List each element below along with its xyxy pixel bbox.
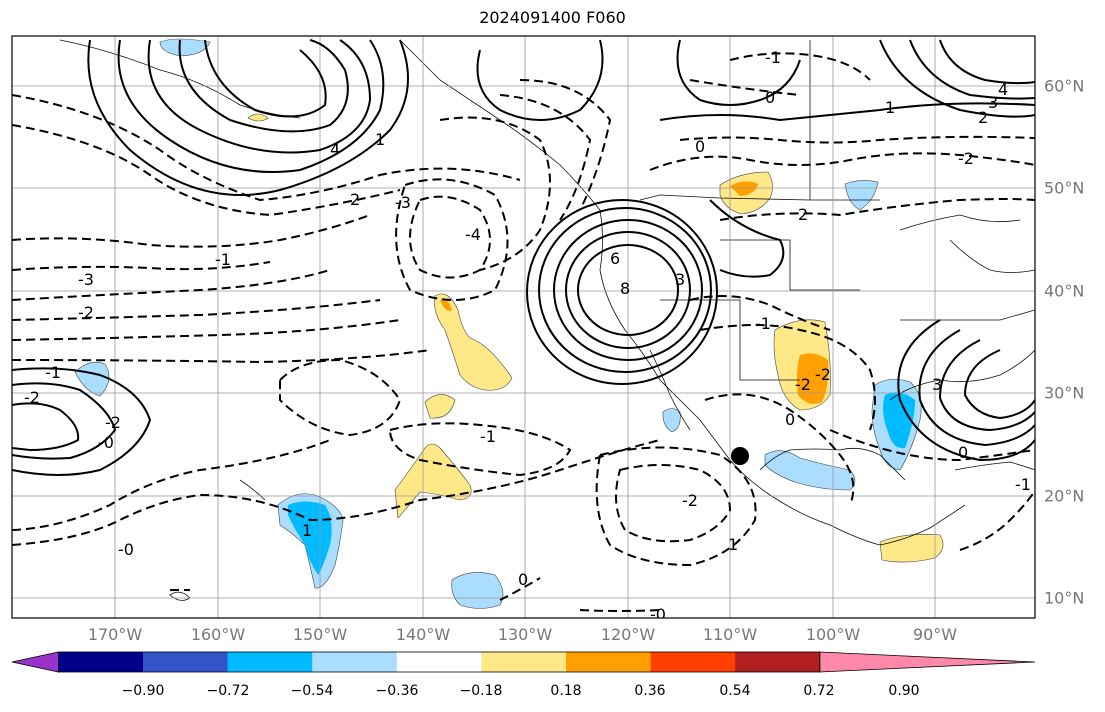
colorbar-tick-label: −0.54: [290, 683, 334, 699]
contour-label: 0: [958, 443, 968, 462]
contour-label: -0: [98, 433, 114, 452]
plot-background: [12, 36, 1035, 618]
lat-label: 50°N: [1044, 178, 1085, 198]
plot-frame: [11, 35, 1036, 619]
colorbar-tick-label: −0.36: [375, 683, 419, 699]
colorbar-tick-label: 0.36: [634, 683, 666, 699]
colorbar-tick-label: 0.90: [888, 683, 920, 699]
contour-label: -2: [682, 491, 698, 510]
contour-label: 2: [350, 190, 360, 209]
contour-label: -1: [45, 363, 61, 382]
contour-label: 1: [375, 130, 385, 149]
lat-label: 10°N: [1044, 588, 1085, 608]
contour-label: 3: [675, 270, 685, 289]
colorbar-tick-label: −0.72: [206, 683, 250, 699]
contour-label: 4: [330, 140, 340, 159]
colorbar-tick-label: −0.18: [459, 683, 503, 699]
contour-label: 0: [765, 88, 775, 107]
map-title: 2024091400 F060: [479, 8, 626, 27]
lon-label: 100°W: [805, 625, 861, 644]
contour-label: 8: [620, 279, 630, 298]
lon-label: 130°W: [497, 625, 553, 644]
lon-label: 110°W: [702, 625, 758, 644]
lon-label: 160°W: [190, 625, 246, 644]
contour-label: 1: [885, 98, 895, 117]
contour-label: -1: [215, 250, 231, 269]
contour-label: -1: [480, 427, 496, 446]
lon-label: 120°W: [600, 625, 656, 644]
contour-label: 2: [798, 205, 808, 224]
lat-label: 30°N: [1044, 383, 1085, 403]
contour-label: 0: [518, 570, 528, 589]
lon-label: 170°W: [87, 625, 143, 644]
contour-label: 0: [695, 137, 705, 156]
contour-label: -2: [815, 365, 831, 384]
shaded-regions: [74, 38, 944, 609]
contour-label: -1: [765, 48, 781, 67]
contour-label: -2: [105, 413, 121, 432]
lon-label: 140°W: [395, 625, 451, 644]
contour-label: -2: [24, 388, 40, 407]
contour-label: -3: [395, 193, 411, 212]
contour-label: -0: [650, 605, 666, 624]
solid-contours: [12, 39, 1035, 476]
contour-label: 3: [988, 93, 998, 112]
contour-label: -3: [78, 270, 94, 289]
colorbar-tick-label: 0.72: [803, 683, 835, 699]
lat-label: 20°N: [1044, 486, 1085, 506]
contour-label: -2: [958, 149, 974, 168]
colorbar-tick-label: 0.18: [550, 683, 582, 699]
colorbar-tick-label: 0.54: [719, 683, 751, 699]
contour-label: -0: [118, 540, 134, 559]
contour-label: -4: [465, 225, 481, 244]
location-marker: [731, 447, 749, 465]
contour-label: -1: [1015, 475, 1031, 494]
contour-label: 2: [978, 108, 988, 127]
contour-label: 0: [785, 410, 795, 429]
contour-label: 3: [932, 375, 942, 394]
contour-label: -2: [78, 303, 94, 322]
lon-label: 90°W: [912, 625, 958, 644]
contour-label: -1: [755, 314, 771, 333]
colorbar-tick-label: −0.90: [121, 683, 165, 699]
lon-label: 150°W: [292, 625, 348, 644]
lat-label: 60°N: [1044, 76, 1085, 96]
lat-label: 40°N: [1044, 281, 1085, 301]
contour-label: 6: [610, 249, 620, 268]
dashed-contours: [12, 52, 1035, 612]
contour-label: -2: [795, 375, 811, 394]
contour-label: 1: [728, 535, 738, 554]
contour-labels: -1 0 1 2 3 4 6 8 -2 -3 -4 -0 0 2 1 -1 -2…: [24, 48, 1031, 624]
contour-label: 1: [302, 521, 312, 540]
contour-label: 4: [998, 80, 1008, 99]
